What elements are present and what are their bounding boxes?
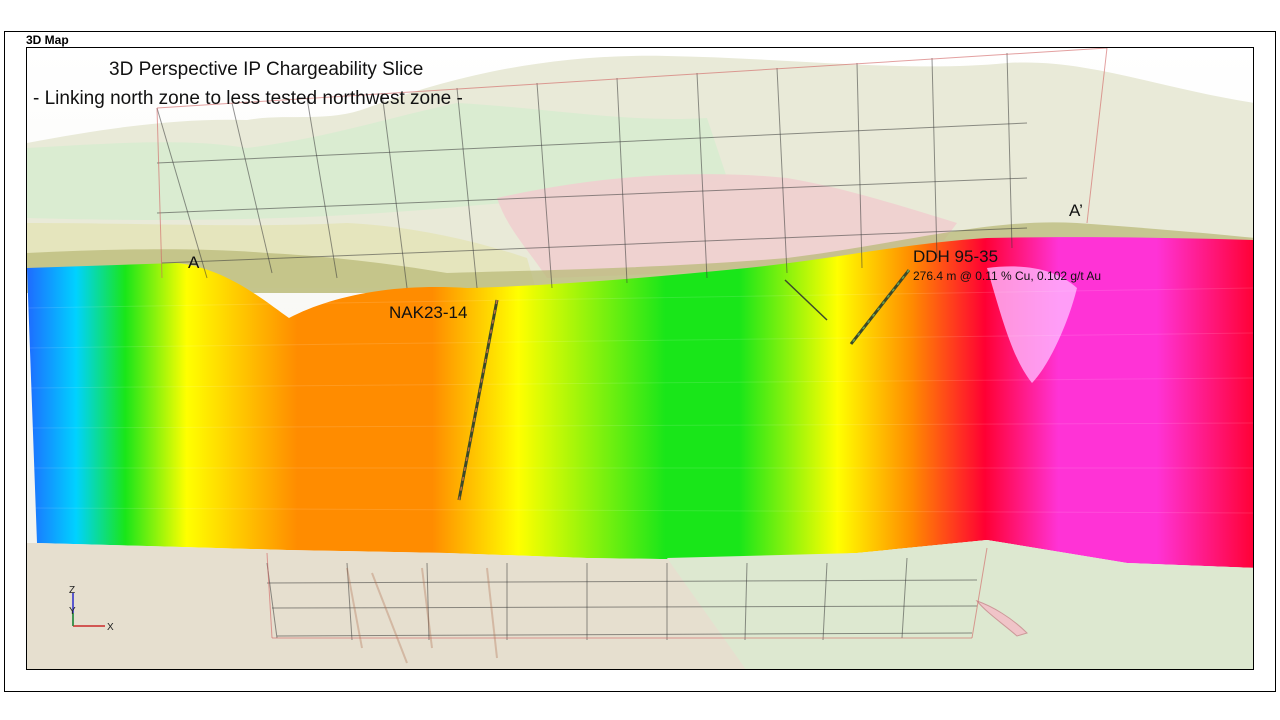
axis-y-label: Y xyxy=(69,606,76,617)
terrain-olive-ridge xyxy=(27,222,1253,293)
pink-outcrop xyxy=(975,599,1028,637)
terrain-front-green xyxy=(667,540,1253,669)
axis-z-label: Z xyxy=(69,585,75,596)
ip-chargeability-slice xyxy=(27,237,1253,568)
title-line-2: - Linking north zone to less tested nort… xyxy=(33,88,463,109)
axis-x-label: X xyxy=(107,622,114,633)
drillhole-label-ddh-95-35: DDH 95-35 xyxy=(913,247,998,266)
title-line-1: 3D Perspective IP Chargeability Slice xyxy=(109,59,423,80)
slice-texture xyxy=(27,287,1253,514)
map-frame xyxy=(4,31,1276,692)
section-start-label: A xyxy=(188,253,200,272)
section-end-label: A’ xyxy=(1069,201,1083,220)
perspective-grid xyxy=(156,52,1028,641)
drillhole-intercept-ddh-95-35: 276.4 m @ 0.11 % Cu, 0.102 g/t Au xyxy=(913,269,1101,283)
section-frame xyxy=(156,48,1108,639)
panel-title: 3D Map xyxy=(26,33,69,47)
3d-scene: 3D Perspective IP Chargeability Slice - … xyxy=(27,48,1253,669)
axis-triad: Z Y X xyxy=(69,585,114,633)
ip-peak-zone xyxy=(987,266,1077,383)
projected-drillholes xyxy=(346,567,498,664)
drillhole-trace-minor xyxy=(784,279,828,321)
drillhole-trace-ddh-95-35 xyxy=(849,269,911,345)
drillhole-label-nak23-14: NAK23-14 xyxy=(389,303,467,322)
3d-map-viewport[interactable]: 3D Perspective IP Chargeability Slice - … xyxy=(26,47,1254,670)
drillhole-trace-nak23-14 xyxy=(457,299,499,501)
